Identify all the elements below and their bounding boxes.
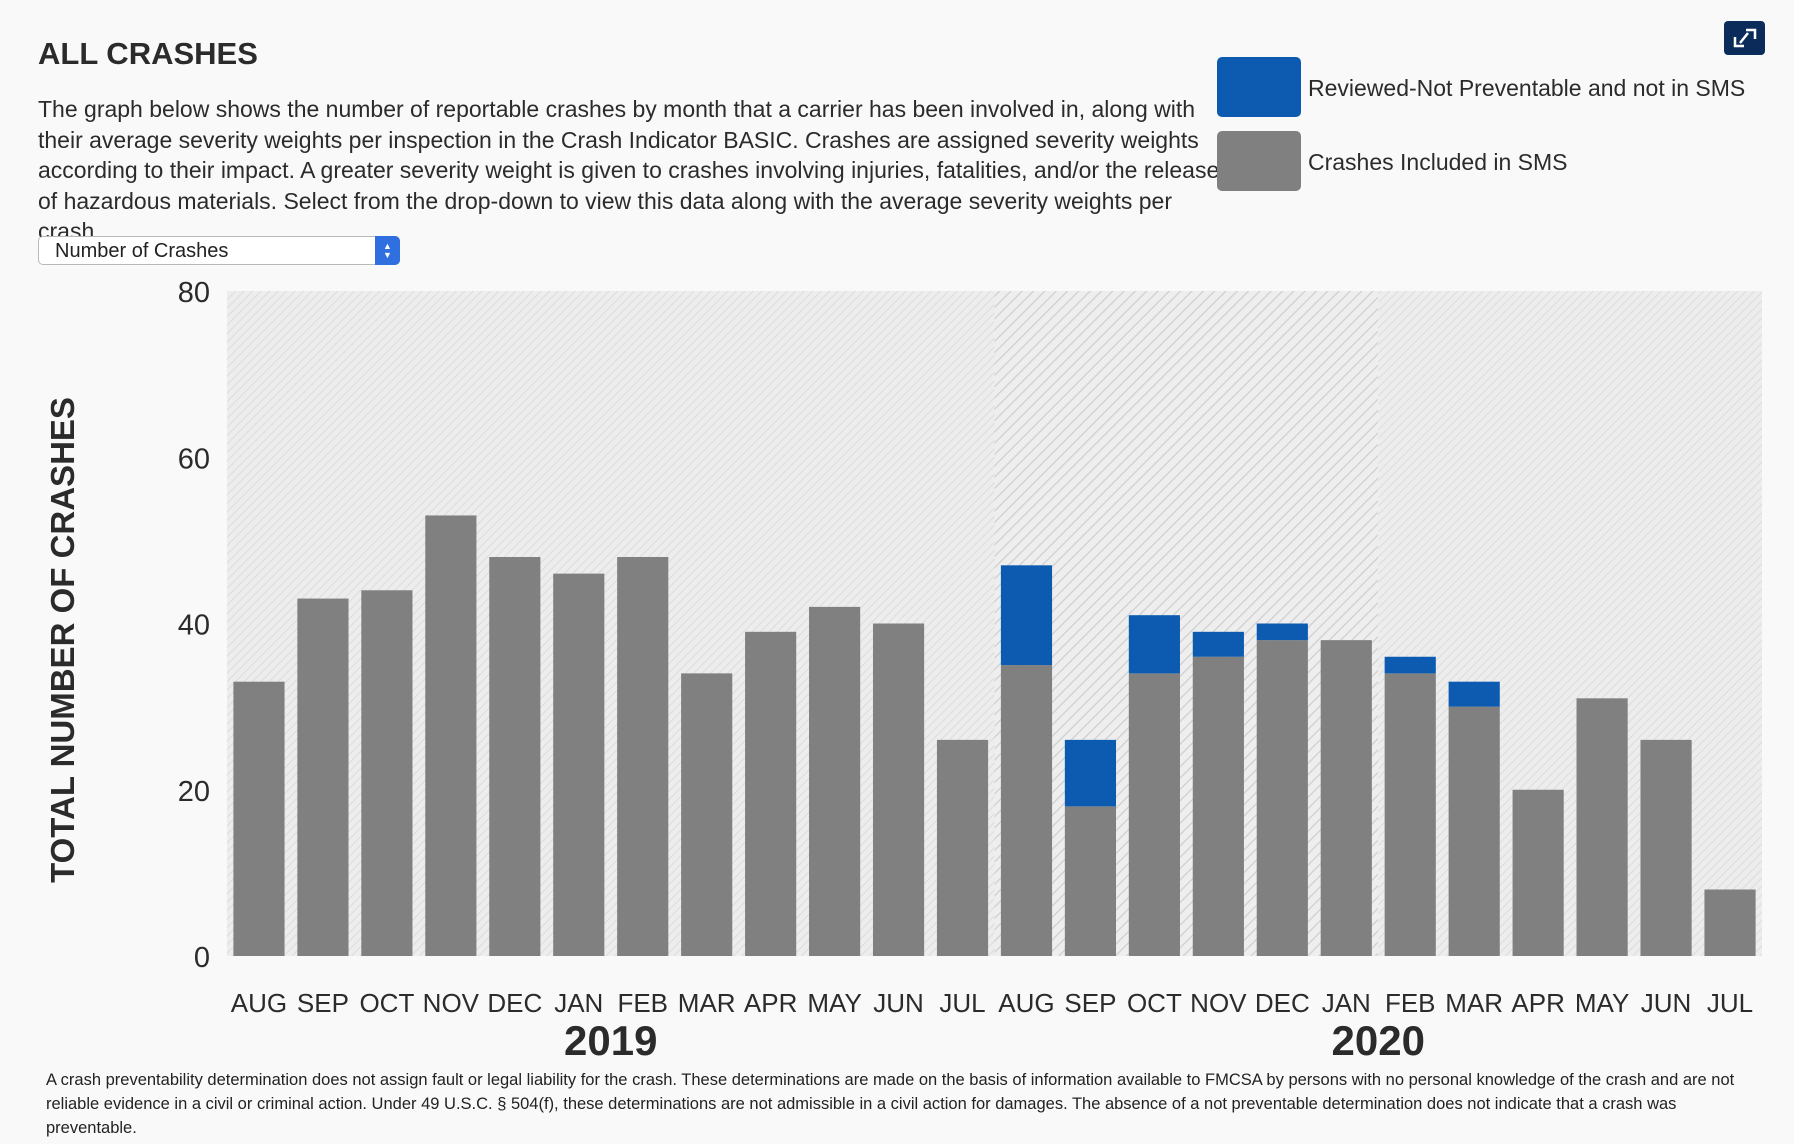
x-tick-label: JAN <box>554 988 603 1018</box>
y-tick-label: 20 <box>178 776 210 808</box>
bar-reviewed-15[interactable] <box>1192 631 1244 657</box>
x-tick-label: AUG <box>231 988 287 1018</box>
select-arrows-icon: ▲ ▼ <box>375 236 400 265</box>
bar-included-4[interactable] <box>489 557 541 956</box>
bar-included-20[interactable] <box>1512 789 1564 956</box>
bar-included-15[interactable] <box>1192 656 1244 956</box>
bar-included-23[interactable] <box>1704 889 1756 957</box>
bar-included-14[interactable] <box>1128 673 1180 956</box>
x-tick-label: SEP <box>297 988 349 1018</box>
x-tick-label: OCT <box>1127 988 1182 1018</box>
bar-included-12[interactable] <box>1000 665 1053 956</box>
x-tick-label: APR <box>1511 988 1564 1018</box>
x-tick-label: DEC <box>1255 988 1310 1018</box>
bar-reviewed-12[interactable] <box>1000 565 1053 666</box>
x-tick-label: OCT <box>359 988 414 1018</box>
bar-included-10[interactable] <box>872 623 925 957</box>
x-tick-label: AUG <box>998 988 1054 1018</box>
x-tick-label: JUL <box>939 988 985 1018</box>
x-tick-label: JAN <box>1322 988 1371 1018</box>
chart-description: The graph below shows the number of repo… <box>38 96 1220 244</box>
x-tick-label: NOV <box>1190 988 1247 1018</box>
x-tick-label: MAY <box>807 988 861 1018</box>
bar-included-3[interactable] <box>425 515 477 956</box>
y-tick-label: 40 <box>178 610 210 642</box>
x-tick-label: MAY <box>1575 988 1629 1018</box>
bar-included-16[interactable] <box>1256 640 1308 956</box>
x-tick-label: DEC <box>487 988 542 1018</box>
bar-included-22[interactable] <box>1640 739 1692 956</box>
legend-swatch-reviewed <box>1217 57 1301 117</box>
y-axis-title: TOTAL NUMBER OF CRASHES <box>44 397 81 883</box>
bar-included-2[interactable] <box>361 590 413 956</box>
page-title: ALL CRASHES <box>38 36 258 71</box>
bar-included-11[interactable] <box>936 739 989 956</box>
x-tick-label: MAR <box>1445 988 1503 1018</box>
bar-included-0[interactable] <box>233 681 285 956</box>
bar-included-6[interactable] <box>617 557 669 956</box>
bar-reviewed-13[interactable] <box>1064 739 1117 807</box>
plot-background <box>227 291 1762 956</box>
bar-reviewed-14[interactable] <box>1128 615 1180 674</box>
bar-included-13[interactable] <box>1064 806 1117 956</box>
y-axis: 0 20 40 60 80 <box>178 277 210 974</box>
metric-select-value: Number of Crashes <box>55 240 229 262</box>
bar-included-17[interactable] <box>1320 640 1372 956</box>
x-axis: AUG SEP OCT NOV DEC JAN FEB MAR APR MAY JUN JUL AUG S… <box>231 988 1753 1064</box>
bar-included-7[interactable] <box>681 673 733 956</box>
x-tick-label: FEB <box>617 988 668 1018</box>
bar-included-1[interactable] <box>297 598 349 956</box>
plot-region-3 <box>1378 291 1762 956</box>
plot-region-1 <box>227 291 995 956</box>
bars-group <box>233 515 1756 957</box>
bar-included-19[interactable] <box>1448 706 1500 956</box>
legend-swatch-included <box>1217 131 1301 191</box>
bar-included-18[interactable] <box>1384 673 1436 956</box>
metric-select[interactable]: Number of Crashes ▲ ▼ <box>38 236 400 265</box>
year-label: 2020 <box>1332 1017 1425 1064</box>
x-tick-label: MAR <box>678 988 736 1018</box>
x-tick-label: JUN <box>1641 988 1692 1018</box>
bar-reviewed-19[interactable] <box>1448 681 1500 707</box>
x-tick-label: JUL <box>1707 988 1753 1018</box>
bar-included-9[interactable] <box>809 606 861 956</box>
x-tick-label: SEP <box>1064 988 1116 1018</box>
legend-label-reviewed: Reviewed-Not Preventable and not in SMS <box>1308 75 1746 101</box>
bar-reviewed-16[interactable] <box>1256 623 1308 641</box>
x-tick-label: NOV <box>423 988 480 1018</box>
y-tick-label: 60 <box>178 443 210 475</box>
y-tick-label: 0 <box>194 942 210 974</box>
x-tick-label: APR <box>744 988 797 1018</box>
plot-region-2 <box>994 291 1379 956</box>
footnote: A crash preventability determination doe… <box>46 1071 1735 1137</box>
x-tick-label: FEB <box>1385 988 1436 1018</box>
bar-included-8[interactable] <box>745 631 797 956</box>
collapse-arrows-icon <box>1733 28 1756 48</box>
year-label: 2019 <box>564 1017 657 1064</box>
bar-reviewed-18[interactable] <box>1384 656 1436 674</box>
bar-included-21[interactable] <box>1576 698 1628 956</box>
y-tick-label: 80 <box>178 277 210 309</box>
collapse-button[interactable] <box>1724 21 1765 55</box>
bar-included-5[interactable] <box>553 573 605 956</box>
x-tick-label: JUN <box>873 988 924 1018</box>
legend-label-included: Crashes Included in SMS <box>1308 149 1568 175</box>
